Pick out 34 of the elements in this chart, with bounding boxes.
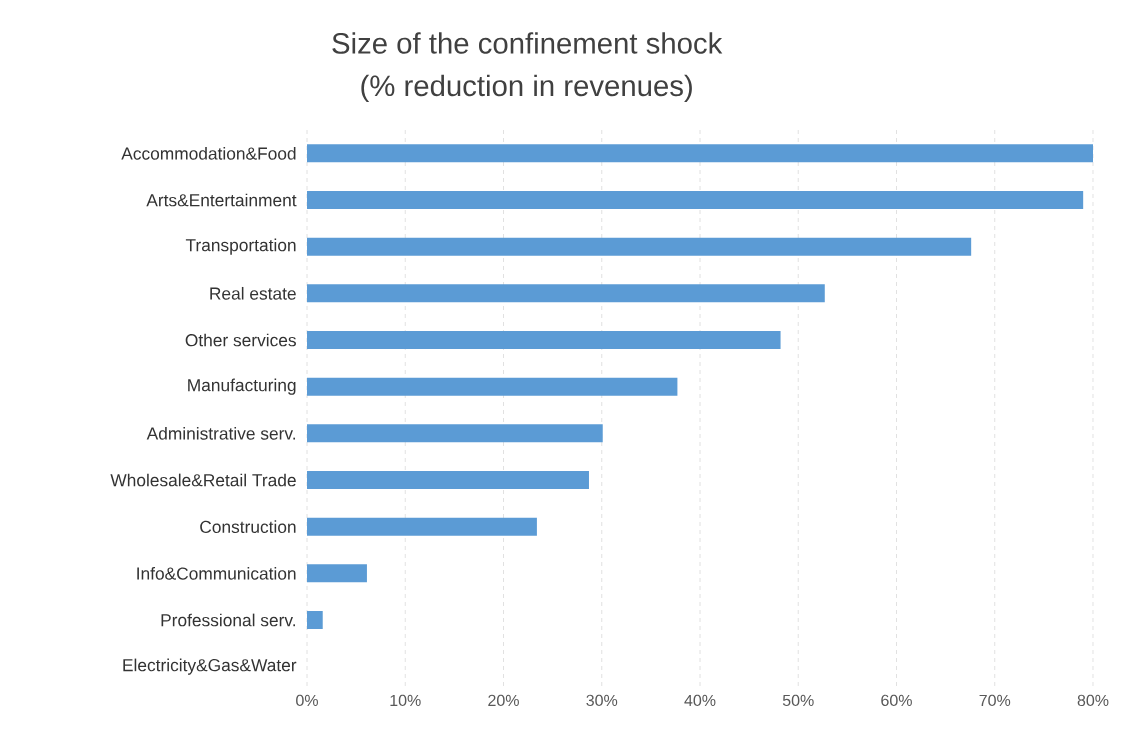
x-tick-label: 30% xyxy=(586,694,618,707)
y-tick-label: Wholesale&Retail Trade xyxy=(110,473,296,487)
bar xyxy=(307,191,1084,209)
y-tick-label: Manufacturing xyxy=(188,378,296,395)
bar xyxy=(307,377,678,396)
chart-subtitle: (% reduction in revenues) xyxy=(361,74,692,102)
x-tick-label: 10% xyxy=(390,694,421,707)
bar xyxy=(307,611,323,630)
x-tick-label: 70% xyxy=(979,694,1011,707)
bar xyxy=(307,237,972,256)
x-tick-label: 50% xyxy=(782,694,814,707)
x-tick-label: 20% xyxy=(488,694,519,707)
y-tick-label: Real estate xyxy=(210,286,296,300)
y-tick-label: Electricity&Gas&Water xyxy=(123,658,297,675)
y-tick-label: Arts&Entertainment xyxy=(146,193,297,207)
y-tick-label: Administrative serv. xyxy=(146,426,296,440)
bar xyxy=(307,424,603,443)
y-tick-label: Construction xyxy=(200,520,296,534)
bar xyxy=(307,284,825,303)
bar xyxy=(307,144,1093,163)
y-tick-label: Other services xyxy=(185,333,296,347)
y-tick-label: Accommodation&Food xyxy=(121,146,296,160)
x-tick-label: 60% xyxy=(881,694,912,707)
bar xyxy=(307,564,367,583)
chart-title: Size of the confinement shock xyxy=(332,32,723,54)
bar xyxy=(307,517,537,536)
x-tick-label: 0% xyxy=(296,694,318,707)
y-tick-label: Professional serv. xyxy=(161,613,296,627)
bar xyxy=(307,471,589,490)
x-tick-label: 80% xyxy=(1077,694,1109,707)
y-tick-label: Info&Communication xyxy=(137,566,296,580)
y-tick-label: Transportation xyxy=(185,238,296,255)
bar xyxy=(307,331,781,350)
x-tick-label: 40% xyxy=(684,694,716,707)
